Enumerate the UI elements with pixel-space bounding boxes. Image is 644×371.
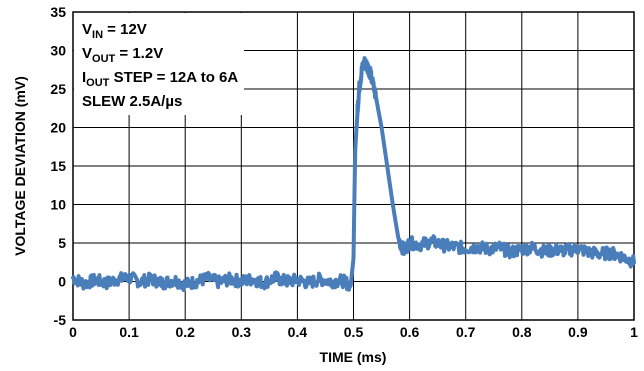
y-tick-label: 10 (50, 197, 66, 213)
x-tick-label: 0.3 (232, 324, 252, 340)
y-tick-label: 15 (50, 158, 66, 174)
y-axis-label: VOLTAGE DEVIATION (mV) (12, 76, 28, 256)
x-tick-label: 1 (630, 324, 638, 340)
x-tick-label: 0.5 (344, 324, 364, 340)
annotation-block: VIN = 12V VOUT = 1.2V IOUT STEP = 12A to 6… (74, 13, 244, 115)
x-tick-label: 0.2 (175, 324, 195, 340)
y-tick-label: 20 (50, 120, 66, 136)
series-group (71, 56, 636, 292)
x-tick-label: 0.8 (512, 324, 532, 340)
x-tick-label: 0 (69, 324, 77, 340)
x-tick-label: 0.1 (119, 324, 139, 340)
x-tick-label: 0.4 (288, 324, 308, 340)
y-tick-label: 0 (58, 274, 66, 290)
annotation-line: VOUT = 1.2V (82, 45, 163, 65)
x-tick-labels: 0 0.1 0.2 0.3 0.4 0.5 0.6 0.7 0.8 0.9 1 (69, 324, 638, 340)
annotation-line: IOUT STEP = 12A to 6A (82, 69, 238, 89)
annotation-line: VIN = 12V (82, 21, 147, 41)
y-tick-label: 25 (50, 81, 66, 97)
x-tick-label: 0.9 (568, 324, 588, 340)
annotation-line: SLEW 2.5A/µs (82, 93, 182, 110)
y-tick-labels: -5 0 5 10 15 20 25 30 35 (50, 4, 66, 328)
y-tick-label: -5 (54, 312, 67, 328)
y-tick-label: 30 (50, 43, 66, 59)
plot-frame (72, 11, 635, 321)
x-tick-label: 0.7 (456, 324, 476, 340)
annotation-background (74, 13, 244, 115)
y-tick-label: 5 (58, 235, 66, 251)
series-line (71, 56, 636, 292)
x-tick-label: 0.6 (400, 324, 420, 340)
y-tick-label: 35 (50, 4, 66, 20)
x-axis-label: TIME (ms) (320, 349, 387, 365)
